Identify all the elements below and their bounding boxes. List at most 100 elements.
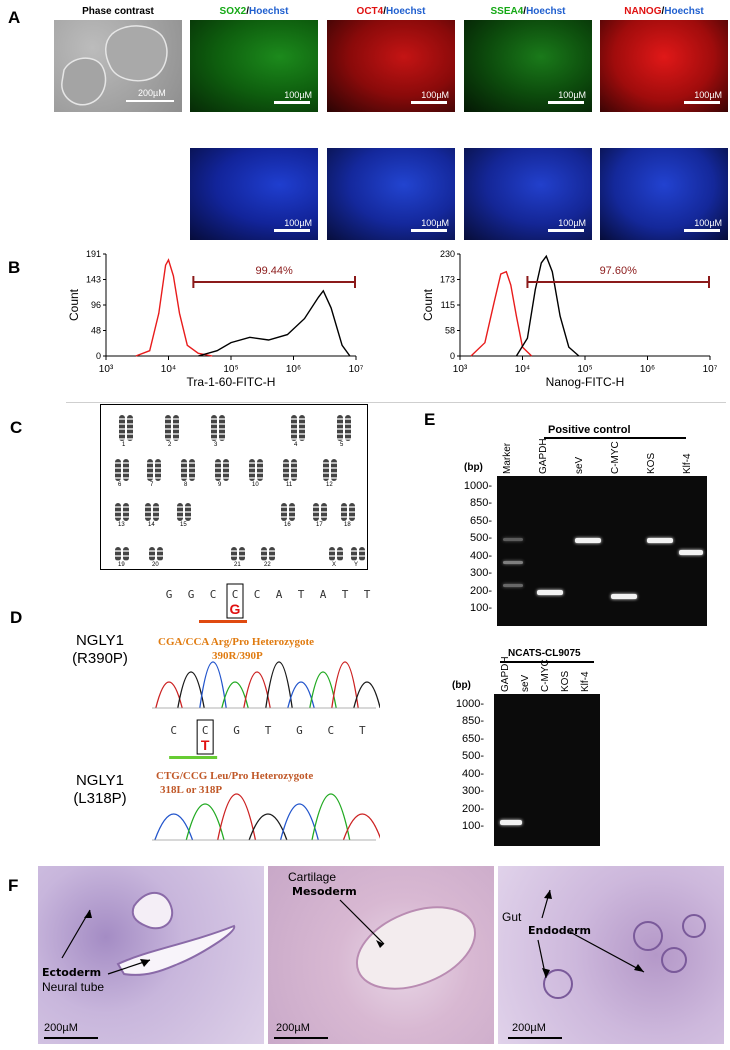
ladder-label: 850- xyxy=(461,715,484,728)
chromosome-pair xyxy=(145,503,161,521)
chromosome-label: 5 xyxy=(340,442,344,448)
chromatogram-peak xyxy=(185,803,225,841)
chromosome-pair xyxy=(149,547,165,561)
histogram-series xyxy=(198,289,351,357)
marker-band xyxy=(503,584,523,587)
ssea4-image: 100µM xyxy=(464,20,592,112)
marker-band xyxy=(503,538,523,541)
panel-b-label: B xyxy=(8,258,21,277)
chromatogram-peak xyxy=(199,661,227,709)
chromosome-pair xyxy=(249,459,265,481)
x-tick-label: 10⁵ xyxy=(223,364,238,375)
lane-label: C-MYC xyxy=(540,659,551,692)
histogram-series xyxy=(515,254,580,357)
scale-bar xyxy=(411,101,447,104)
gut-label: Gut xyxy=(502,910,522,924)
chromosome-label: 6 xyxy=(118,482,122,488)
chromosome-label: 10 xyxy=(252,482,259,488)
histogram-series xyxy=(135,258,213,357)
chromosome-pair xyxy=(147,459,163,481)
chromosome-label: 4 xyxy=(294,442,298,448)
sequence-base: G xyxy=(296,724,303,737)
ectoderm-overlay xyxy=(44,891,236,1039)
phase-contrast-colonies xyxy=(61,25,168,106)
lane-label: KOS xyxy=(646,452,657,474)
hoechst-image-2: 100µM xyxy=(327,148,455,240)
chromosome-label: 8 xyxy=(184,482,188,488)
chromosome-pair xyxy=(291,415,307,441)
chromosome-pair xyxy=(119,415,135,441)
chromosome-pair xyxy=(115,459,131,481)
chromosome-pair xyxy=(215,459,231,481)
y-tick-label: 48 xyxy=(91,326,101,336)
histology-ectoderm: Ectoderm Neural tube 200µM xyxy=(38,866,264,1044)
y-tick-label: 58 xyxy=(445,326,455,336)
scale-bar xyxy=(274,101,310,104)
sequence-base: T xyxy=(364,588,371,601)
ladder-label: 650- xyxy=(469,514,492,527)
x-tick-label: 10⁵ xyxy=(577,364,592,375)
panel-c-label: C xyxy=(10,418,23,437)
mutation-name: (L318P) xyxy=(73,790,127,807)
y-tick-label: 0 xyxy=(450,351,455,361)
seq2-chromatogram: C C G T G C TT xyxy=(152,719,380,841)
chromosome-label: 7 xyxy=(150,482,154,488)
histology-mesoderm: Cartilage Mesoderm 200µM xyxy=(268,866,494,1044)
scale-bar-label: 100µM xyxy=(694,90,722,100)
highlight-bar xyxy=(169,756,218,759)
scale-bar-label: 100µM xyxy=(421,218,449,228)
gapdh-band xyxy=(537,590,563,595)
scale-bar xyxy=(411,229,447,232)
x-tick-label: 10⁶ xyxy=(640,364,655,375)
ladder-label: 100- xyxy=(461,820,484,832)
chromosome-pair xyxy=(351,547,367,561)
scale-bar-label: 100µM xyxy=(558,90,586,100)
x-tick-label: 10⁷ xyxy=(703,364,718,375)
gel2-image xyxy=(494,694,600,846)
sequence-base: G xyxy=(233,724,240,737)
x-tick-label: 10³ xyxy=(453,364,468,375)
scale-bar-label: 100µM xyxy=(694,218,722,228)
scale-bar-label: 200µM xyxy=(276,1022,310,1034)
seq2-desc2: 318L or 318P xyxy=(160,784,223,796)
y-tick-label: 173 xyxy=(440,275,455,285)
chromosome-label: 2 xyxy=(168,442,172,448)
mutation-base: T xyxy=(201,737,210,753)
seq2-mutation-label: NGLY1 (L318P) xyxy=(60,772,140,808)
scale-bar-label: 200µM xyxy=(512,1022,546,1034)
ladder-label: 650- xyxy=(461,732,484,745)
gate-label: 97.60% xyxy=(600,265,638,277)
chromosome-pair xyxy=(165,415,181,441)
chromosome-pair xyxy=(115,547,131,561)
nanog-image: 100µM xyxy=(600,20,728,112)
sequence-base: C xyxy=(328,724,335,737)
endoderm-label: Endoderm xyxy=(528,924,591,937)
ladder-label: 100- xyxy=(469,602,492,614)
divider xyxy=(66,402,726,403)
gate-label: 99.44% xyxy=(256,265,294,277)
header-hoechst: Hoechst xyxy=(249,6,289,17)
seq1-desc1: CGA/CCA Arg/Pro Heterozygote xyxy=(158,636,314,648)
endoderm-overlay xyxy=(508,889,706,1039)
sequence-base: G xyxy=(188,588,195,601)
chromosome-label: 3 xyxy=(214,442,218,448)
panel-a-label: A xyxy=(8,8,21,27)
header-sox2: SOX2/Hoechst xyxy=(190,6,318,17)
highlight-bar xyxy=(199,620,247,623)
scale-bar-label: 100µM xyxy=(284,218,312,228)
header-marker: SSEA4 xyxy=(490,6,524,17)
sequence-base: T xyxy=(265,724,272,737)
chromosome-label: 11 xyxy=(286,482,293,488)
gel2-title-line xyxy=(500,661,594,663)
header-marker: OCT4 xyxy=(356,6,384,17)
ladder-label: 200- xyxy=(461,802,484,815)
header-marker: NANOG xyxy=(624,6,662,17)
sequence-base: C xyxy=(232,588,239,601)
sequence-base: A xyxy=(276,588,283,601)
chromosome-label: 19 xyxy=(118,562,125,568)
y-tick-label: 143 xyxy=(86,275,101,285)
gel1-bp-label: (bp) xyxy=(464,462,483,473)
header-hoechst: Hoechst xyxy=(526,6,566,17)
chromosome-pair xyxy=(115,503,131,521)
gel2-bp-label: (bp) xyxy=(452,680,471,691)
